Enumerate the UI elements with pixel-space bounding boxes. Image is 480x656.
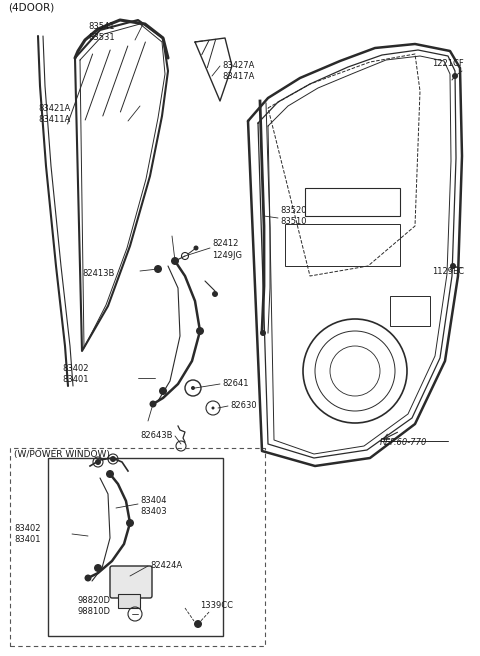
FancyBboxPatch shape (110, 566, 152, 598)
Circle shape (450, 263, 456, 269)
Bar (48, 458, 223, 636)
Text: 82413B: 82413B (82, 268, 114, 277)
Text: 82412: 82412 (212, 239, 239, 247)
Text: (4DOOR): (4DOOR) (8, 3, 54, 13)
Circle shape (194, 620, 202, 628)
Text: 83402
83401: 83402 83401 (62, 364, 88, 384)
Circle shape (171, 257, 179, 265)
Bar (285, 224, 400, 266)
Circle shape (260, 330, 266, 336)
Circle shape (106, 470, 114, 478)
Circle shape (84, 575, 92, 581)
Bar (305, 188, 400, 216)
Bar (10, 448, 265, 646)
Circle shape (191, 386, 195, 390)
Text: 82641: 82641 (222, 380, 249, 388)
Text: 1129EC: 1129EC (432, 266, 464, 276)
Text: REF.60-770: REF.60-770 (380, 438, 427, 447)
Circle shape (452, 73, 458, 79)
Circle shape (154, 265, 162, 273)
Circle shape (196, 327, 204, 335)
Circle shape (110, 456, 116, 462)
Text: 83402
83401: 83402 83401 (14, 524, 40, 544)
Text: 82630: 82630 (230, 401, 257, 411)
Text: 83427A
83417A: 83427A 83417A (222, 61, 254, 81)
Text: 83421A
83411A: 83421A 83411A (38, 104, 70, 124)
Circle shape (159, 387, 167, 395)
Text: 83404
83403: 83404 83403 (140, 497, 167, 516)
Bar (118, 594, 140, 608)
Circle shape (126, 519, 134, 527)
Circle shape (212, 291, 218, 297)
Bar (390, 296, 430, 326)
Circle shape (212, 407, 215, 409)
Text: 82424A: 82424A (150, 562, 182, 571)
Text: 83541
83531: 83541 83531 (88, 22, 115, 42)
Text: 1339CC: 1339CC (200, 602, 233, 611)
Text: 98820D
98810D: 98820D 98810D (78, 596, 111, 616)
Circle shape (149, 401, 156, 407)
Text: 1249JG: 1249JG (212, 251, 242, 260)
Text: 1221CF: 1221CF (432, 60, 464, 68)
Circle shape (95, 459, 101, 465)
Text: 82643B: 82643B (140, 432, 172, 440)
Text: 83520
83510: 83520 83510 (280, 206, 307, 226)
Circle shape (94, 564, 102, 572)
Circle shape (193, 245, 199, 251)
Text: (W/POWER WINDOW): (W/POWER WINDOW) (14, 449, 110, 459)
